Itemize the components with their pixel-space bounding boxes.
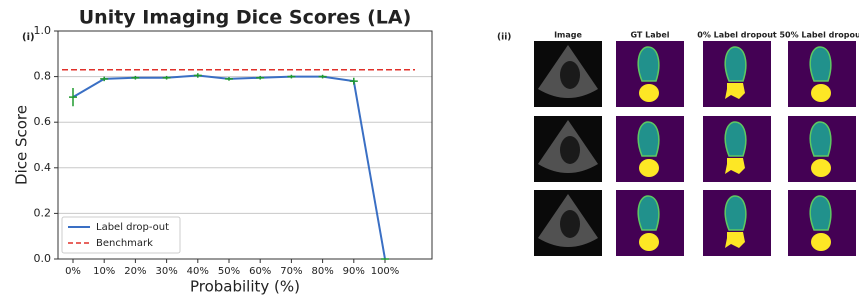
x-tick-label: 80%: [311, 266, 333, 277]
ventricle: [725, 122, 746, 156]
legend-label: Label drop-out: [96, 222, 169, 233]
x-tick-label: 10%: [93, 266, 115, 277]
ventricle: [638, 196, 659, 230]
y-tick-label: 0.4: [34, 161, 52, 174]
x-tick-label: 90%: [343, 266, 365, 277]
y-tick-label: 1.0: [34, 24, 52, 37]
y-axis-label: Dice Score: [13, 105, 31, 185]
y-tick-label: 0.6: [34, 115, 52, 128]
x-tick-label: 70%: [280, 266, 302, 277]
column-header: 50% Label dropout: [779, 31, 859, 40]
atrium: [639, 84, 659, 102]
atrium: [811, 84, 831, 102]
x-tick-label: 30%: [155, 266, 177, 277]
y-tick-label: 0.0: [34, 252, 52, 265]
ventricle: [638, 47, 659, 81]
y-tick-label: 0.2: [34, 206, 52, 219]
ultrasound-chamber: [560, 210, 580, 238]
column-header: Image: [554, 31, 582, 40]
ultrasound-chamber: [560, 136, 580, 164]
page: Unity Imaging Dice Scores (LA) (i) Dice …: [0, 0, 859, 297]
x-tick-label: 0%: [65, 266, 81, 277]
y-tick-label: 0.8: [34, 70, 52, 83]
panel-label: (ii): [497, 33, 511, 43]
ventricle: [638, 122, 659, 156]
atrium: [639, 159, 659, 177]
ventricle: [725, 47, 746, 81]
column-header: 0% Label dropout: [697, 31, 777, 40]
ventricle: [810, 47, 831, 81]
chart-title: Unity Imaging Dice Scores (LA): [79, 7, 412, 29]
atrium: [639, 233, 659, 251]
legend-label: Benchmark: [96, 238, 153, 249]
x-tick-label: 40%: [187, 266, 209, 277]
ultrasound-chamber: [560, 61, 580, 89]
ventricle: [810, 196, 831, 230]
x-axis-label: Probability (%): [190, 278, 300, 296]
x-tick-label: 20%: [124, 266, 146, 277]
x-tick-label: 100%: [371, 266, 400, 277]
x-tick-label: 60%: [249, 266, 271, 277]
x-tick-label: 50%: [218, 266, 240, 277]
ventricle: [810, 122, 831, 156]
figure: Unity Imaging Dice Scores (LA) (i) Dice …: [0, 0, 859, 297]
ventricle: [725, 196, 746, 230]
atrium: [811, 233, 831, 251]
column-header: GT Label: [630, 31, 669, 40]
atrium: [811, 159, 831, 177]
